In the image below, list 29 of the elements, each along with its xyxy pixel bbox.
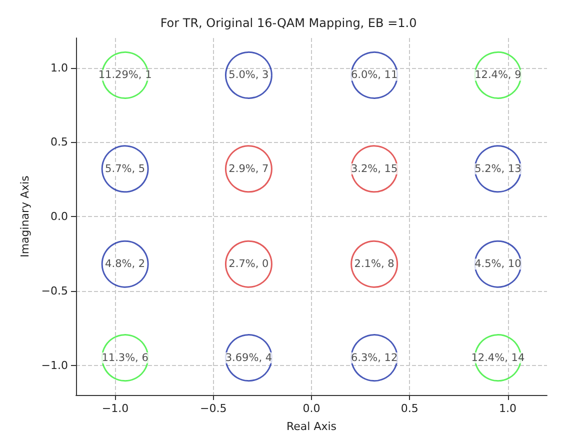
data-label: 5.0%, 3 — [228, 69, 269, 82]
y-tick-label: −0.5 — [41, 284, 68, 298]
x-tick-label: 0.5 — [400, 402, 418, 415]
data-label: 6.0%, 11 — [350, 69, 398, 82]
data-label: 5.2%, 13 — [474, 162, 522, 175]
data-label: 4.8%, 2 — [105, 258, 146, 270]
chart-title: For TR, Original 16-QAM Mapping, EB =1.0 — [160, 16, 417, 30]
y-tick-label: −1.0 — [41, 358, 68, 372]
data-label: 2.1%, 8 — [354, 258, 394, 270]
x-tick-label: 0.0 — [302, 402, 320, 415]
data-label: 6.3%, 12 — [350, 352, 398, 364]
data-label: 11.3%, 6 — [102, 352, 149, 364]
x-tick-label: −1.0 — [102, 402, 129, 415]
data-label: 2.9%, 7 — [228, 162, 269, 175]
x-tick-label: 1.0 — [499, 402, 516, 415]
data-label: 12.4%, 14 — [471, 352, 525, 364]
data-label: 2.7%, 0 — [228, 258, 269, 270]
data-label: 5.7%, 5 — [105, 162, 146, 175]
data-label: 11.29%, 1 — [98, 69, 152, 82]
data-label: 12.4%, 9 — [474, 69, 522, 82]
y-tick-label: 1.0 — [50, 61, 68, 74]
y-axis-title: Imaginary Axis — [18, 175, 32, 258]
data-label: 3.2%, 15 — [350, 162, 398, 175]
x-axis-title: Real Axis — [286, 420, 337, 433]
y-tick-label: 0.5 — [50, 136, 68, 149]
data-label: 4.5%, 10 — [474, 258, 522, 270]
data-label: 3.69%, 4 — [225, 352, 272, 364]
y-tick-label: 0.0 — [50, 210, 68, 223]
x-tick-label: −0.5 — [200, 402, 227, 415]
